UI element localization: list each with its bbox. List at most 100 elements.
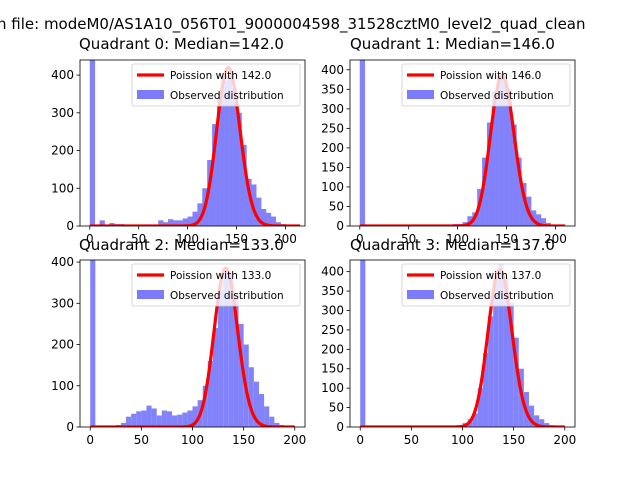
histogram-bar bbox=[264, 406, 270, 427]
poisson-fit-line bbox=[89, 65, 301, 226]
plot-area bbox=[89, 260, 296, 427]
histogram-bar bbox=[544, 423, 550, 427]
x-tick-label: 150 bbox=[225, 232, 248, 246]
y-tick-label: 400 bbox=[51, 255, 74, 269]
x-tick-label: 50 bbox=[134, 433, 149, 447]
x-tick-label: 200 bbox=[553, 433, 576, 447]
histogram-bar bbox=[521, 183, 527, 226]
x-tick-label: 100 bbox=[176, 232, 199, 246]
histogram-bar bbox=[488, 316, 494, 427]
y-tick-label: 300 bbox=[321, 102, 344, 116]
legend-label-fit: Poission with 142.0 bbox=[170, 70, 271, 82]
y-tick-label: 250 bbox=[321, 323, 344, 337]
legend-label-hist: Observed distribution bbox=[440, 290, 554, 302]
x-tick-label: 0 bbox=[356, 433, 364, 447]
histogram-bar bbox=[482, 353, 489, 427]
histogram-bar bbox=[172, 415, 178, 427]
legend-hist-swatch bbox=[137, 290, 164, 299]
y-tick-label: 100 bbox=[321, 180, 344, 194]
histogram-bar bbox=[202, 385, 208, 427]
histogram-bar bbox=[192, 211, 198, 226]
histogram-bar bbox=[534, 415, 540, 427]
legend: Poission with 137.0 Observed distribution bbox=[401, 263, 571, 307]
histogram-bar bbox=[493, 279, 499, 427]
histogram-bar bbox=[539, 419, 545, 427]
x-tick-label: 50 bbox=[131, 232, 146, 246]
histogram-bar bbox=[126, 416, 132, 427]
figure-suptitle: n file: modeM0/AS1A10_056T01_9000004598_… bbox=[0, 15, 586, 34]
legend-box bbox=[401, 263, 571, 307]
histogram-bar bbox=[535, 214, 542, 226]
histogram-bar bbox=[90, 260, 96, 427]
histogram-bar bbox=[89, 60, 96, 226]
quadrant-3-title: Quadrant 3: Median=137.0 bbox=[350, 236, 555, 254]
x-tick-label: 100 bbox=[446, 232, 469, 246]
x-tick-label: 50 bbox=[404, 433, 419, 447]
histogram-bar bbox=[231, 88, 237, 226]
histogram-bar bbox=[477, 388, 483, 427]
histogram-bar bbox=[151, 408, 157, 427]
histogram-bar bbox=[120, 422, 127, 427]
histogram-bar bbox=[141, 410, 147, 427]
histogram-bar bbox=[177, 220, 184, 226]
histogram-bar bbox=[528, 405, 535, 427]
y-tick-label: 300 bbox=[51, 106, 74, 120]
histogram-bar bbox=[187, 410, 193, 427]
x-tick-label: 100 bbox=[181, 433, 204, 447]
histogram-bar bbox=[472, 413, 478, 427]
plot-area bbox=[89, 60, 301, 226]
y-tick-label: 150 bbox=[321, 362, 344, 376]
legend-box bbox=[401, 63, 571, 107]
y-tick-label: 350 bbox=[321, 284, 344, 298]
legend-label-hist: Observed distribution bbox=[440, 90, 554, 102]
legend: Poission with 142.0 Observed distribution bbox=[131, 63, 301, 107]
histogram-bar bbox=[275, 222, 281, 226]
histogram-bar bbox=[182, 218, 188, 226]
y-tick-label: 0 bbox=[66, 219, 74, 233]
quadrant-1-title: Quadrant 1: Median=146.0 bbox=[350, 35, 555, 53]
y-tick-label: 0 bbox=[66, 420, 74, 434]
histogram-bar bbox=[486, 122, 493, 226]
histogram-bar bbox=[226, 75, 233, 226]
histogram-bar bbox=[253, 381, 259, 427]
histogram-bar bbox=[513, 337, 519, 427]
y-tick-label: 400 bbox=[51, 68, 74, 82]
quadrant-0-panel: Quadrant 0: Median=142.0 0 50 100 150 200 0 10… bbox=[51, 35, 306, 246]
histogram-bar bbox=[212, 124, 218, 226]
y-tick-label: 200 bbox=[321, 342, 344, 356]
x-tick-label: 200 bbox=[274, 232, 297, 246]
histogram-bar bbox=[274, 422, 280, 427]
histogram-bar bbox=[269, 416, 275, 427]
histogram-bar bbox=[236, 112, 242, 226]
histogram-bar bbox=[241, 144, 247, 226]
legend-label-fit: Poission with 133.0 bbox=[170, 270, 271, 282]
histogram-bar bbox=[265, 212, 272, 226]
y-tick-label: 400 bbox=[321, 265, 344, 279]
histogram-bar bbox=[260, 209, 267, 226]
histogram-bar bbox=[197, 203, 203, 226]
histogram-bar bbox=[158, 220, 164, 226]
y-tick-label: 200 bbox=[321, 141, 344, 155]
x-tick-label: 0 bbox=[86, 433, 94, 447]
histogram-bar bbox=[501, 75, 507, 226]
histogram-bar bbox=[163, 222, 169, 226]
axes-frame bbox=[79, 59, 306, 227]
histogram-bar bbox=[498, 263, 504, 427]
histogram-bar bbox=[503, 277, 509, 427]
quadrant-0-title: Quadrant 0: Median=142.0 bbox=[79, 35, 284, 53]
histogram-bar bbox=[496, 75, 503, 226]
histogram-bar bbox=[146, 405, 152, 427]
histogram-bar bbox=[218, 290, 224, 427]
quadrant-1-panel: Quadrant 1: Median=146.0 0 50 100 150 200 0 50… bbox=[321, 35, 576, 246]
histogram-bar bbox=[258, 394, 265, 427]
histogram-bar bbox=[270, 216, 277, 226]
y-tick-label: 100 bbox=[51, 379, 74, 393]
histogram-bar bbox=[168, 219, 174, 226]
histogram-bar bbox=[256, 197, 262, 226]
legend-label-hist: Observed distribution bbox=[170, 90, 284, 102]
histogram-bar bbox=[131, 413, 137, 427]
x-tick-label: 200 bbox=[283, 433, 306, 447]
legend-label-fit: Poission with 137.0 bbox=[440, 270, 541, 282]
axes-frame bbox=[349, 59, 576, 227]
y-tick-label: 0 bbox=[336, 420, 344, 434]
